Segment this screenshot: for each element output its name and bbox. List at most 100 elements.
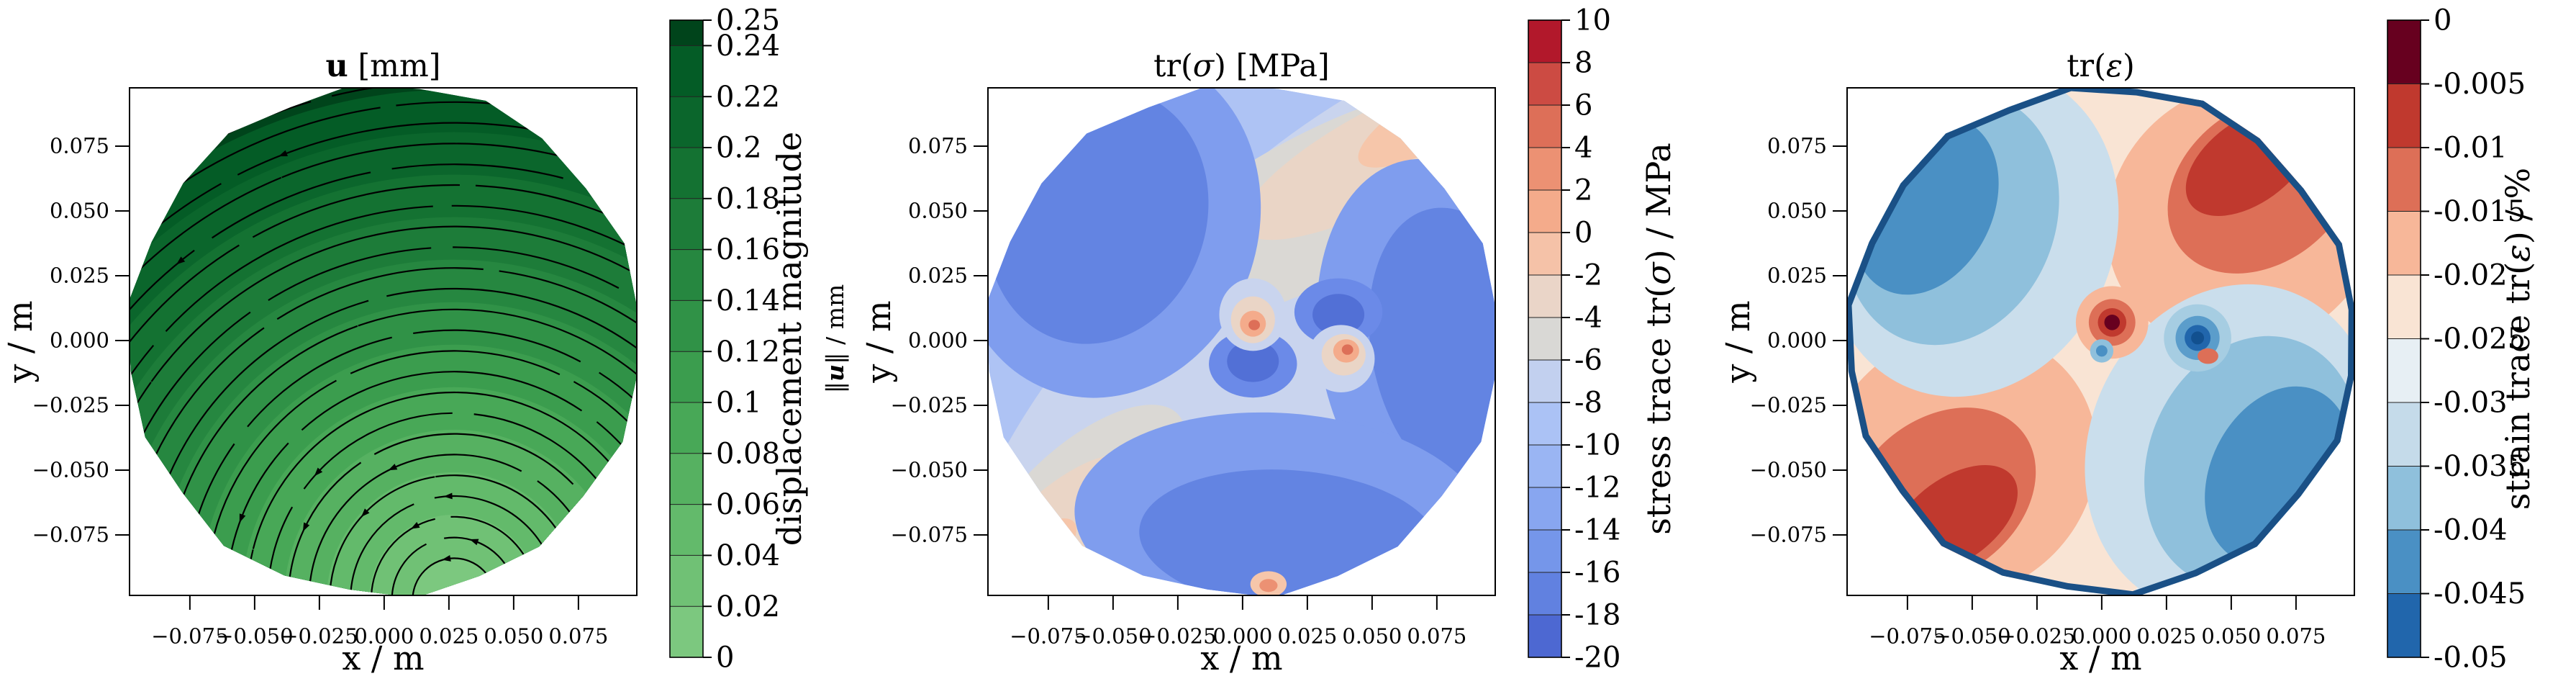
x-tick-label: −0.025 xyxy=(1998,623,2075,648)
colorbar-tick-label: -2 xyxy=(1574,259,1602,292)
y-tick-label: 0.050 xyxy=(50,198,109,222)
colorbar-tick-label: 0.14 xyxy=(716,284,780,318)
colorbar-outline xyxy=(1528,19,1562,658)
colorbar-tick-label: 0.06 xyxy=(716,488,780,521)
band xyxy=(326,472,582,595)
x-tick-label: 0.025 xyxy=(1277,623,1337,648)
y-axis-label: y / m xyxy=(1718,300,1757,383)
colorbar-segment xyxy=(670,555,703,607)
y-tick-label: −0.050 xyxy=(1750,457,1827,482)
streamline xyxy=(349,495,559,595)
domain-content xyxy=(130,88,637,595)
colorbar-segment xyxy=(670,351,703,402)
colorbar-sublabel: ‖u‖ / mm xyxy=(821,284,849,394)
x-tick-label: 0.050 xyxy=(484,623,543,648)
x-tick-label: 0.025 xyxy=(2136,623,2196,648)
colorbar-tick-label: -0.04 xyxy=(2434,514,2508,547)
y-tick-label: 0.000 xyxy=(50,328,109,352)
colorbar-tick-label: 0 xyxy=(1574,217,1592,250)
streamline xyxy=(130,246,637,595)
colorbar-tick-label: -0.035 xyxy=(2434,450,2526,483)
streamline xyxy=(163,308,637,595)
colorbar-label: stress trace tr(σ) / MPa xyxy=(1639,143,1678,535)
streamline xyxy=(130,122,637,595)
colorbar-segment xyxy=(2387,466,2421,530)
x-tick-label: 0.050 xyxy=(2201,623,2261,648)
colorbar-tick-label: 0.25 xyxy=(716,4,780,37)
colorbar-segment xyxy=(670,402,703,454)
streamline xyxy=(130,267,637,595)
x-axis-label: x / m xyxy=(2059,639,2141,677)
colorbar-tick-label: -16 xyxy=(1574,557,1620,590)
colorbar-segment xyxy=(1528,487,1561,530)
x-tick-label: 0.000 xyxy=(1212,623,1272,648)
colorbar-tick-label: 0 xyxy=(2434,4,2452,37)
y-tick-label: 0.075 xyxy=(1767,133,1827,158)
colorbar-tick-label: 6 xyxy=(1574,89,1592,122)
contour-region xyxy=(2095,345,2108,357)
boundary-node xyxy=(2251,541,2263,553)
colorbar-tick-label: 0.16 xyxy=(716,233,780,266)
contour-region xyxy=(2104,315,2121,330)
axes-content xyxy=(1847,88,2354,595)
boundary-node xyxy=(2298,182,2310,194)
flow-arrow xyxy=(443,492,453,500)
streamline xyxy=(204,350,637,595)
y-tick-label: −0.075 xyxy=(1750,522,1827,546)
contour-region xyxy=(2191,331,2205,345)
y-tick-label: −0.075 xyxy=(891,522,968,546)
x-tick-label: −0.025 xyxy=(281,623,358,648)
colorbar-tick-label: -0.025 xyxy=(2434,323,2526,356)
colorbar-tick-label: 10 xyxy=(1574,4,1611,37)
colorbar-tick-label: -0.03 xyxy=(2434,387,2508,420)
y-axis-label: y / m xyxy=(1,300,40,383)
y-tick-label: −0.050 xyxy=(891,457,968,482)
boundary-node xyxy=(1996,569,2008,582)
colorbar-segment xyxy=(670,96,703,148)
colorbar-tick-label: -14 xyxy=(1574,514,1620,547)
flow-arrow xyxy=(314,467,323,477)
contour-region xyxy=(1312,294,1365,336)
colorbar-tick-label: -10 xyxy=(1574,429,1620,462)
colorbar-segment xyxy=(670,45,703,97)
plot-title: tr(ε) xyxy=(2067,48,2134,84)
y-axis-label: y / m xyxy=(859,300,898,383)
colorbar-segment xyxy=(1528,572,1561,615)
colorbar-tick-label: -0.005 xyxy=(2434,68,2526,101)
x-tick-label: −0.075 xyxy=(1869,623,1946,648)
flow-arrow xyxy=(302,522,310,532)
contour-region xyxy=(1369,207,1495,495)
colorbar-segment xyxy=(1528,402,1561,445)
colorbar-tick-label: -4 xyxy=(1574,302,1602,335)
x-tick-label: 0.075 xyxy=(2266,623,2326,648)
flow-arrow xyxy=(469,539,479,546)
colorbar-segment xyxy=(2387,593,2421,657)
colorbar-segment xyxy=(1528,530,1561,572)
y-tick-label: 0.050 xyxy=(908,198,968,222)
colorbar-segment xyxy=(1528,105,1561,148)
x-axis-label: x / m xyxy=(1200,639,1282,677)
y-tick-label: −0.075 xyxy=(32,522,109,546)
contour-region xyxy=(1248,320,1260,330)
colorbar-segment xyxy=(2387,402,2421,467)
y-tick-label: −0.025 xyxy=(891,392,968,417)
colorbar-segment xyxy=(1528,360,1561,402)
streamline xyxy=(370,515,538,595)
domain-content xyxy=(1847,88,2354,595)
contour-region xyxy=(1341,344,1353,355)
x-tick-label: 0.000 xyxy=(2072,623,2131,648)
contour-region xyxy=(988,518,1076,595)
colorbar-segment xyxy=(1528,190,1561,233)
x-axis-label: x / m xyxy=(342,639,424,677)
flow-arrow xyxy=(239,513,246,523)
y-tick-label: 0.000 xyxy=(1767,328,1827,352)
streamline xyxy=(225,371,637,595)
colorbar-label: displacement magnitude xyxy=(770,132,809,546)
x-tick-label: −0.050 xyxy=(216,623,293,648)
colorbar-tick-label: 0.04 xyxy=(716,539,780,572)
flow-arrow xyxy=(442,554,451,562)
